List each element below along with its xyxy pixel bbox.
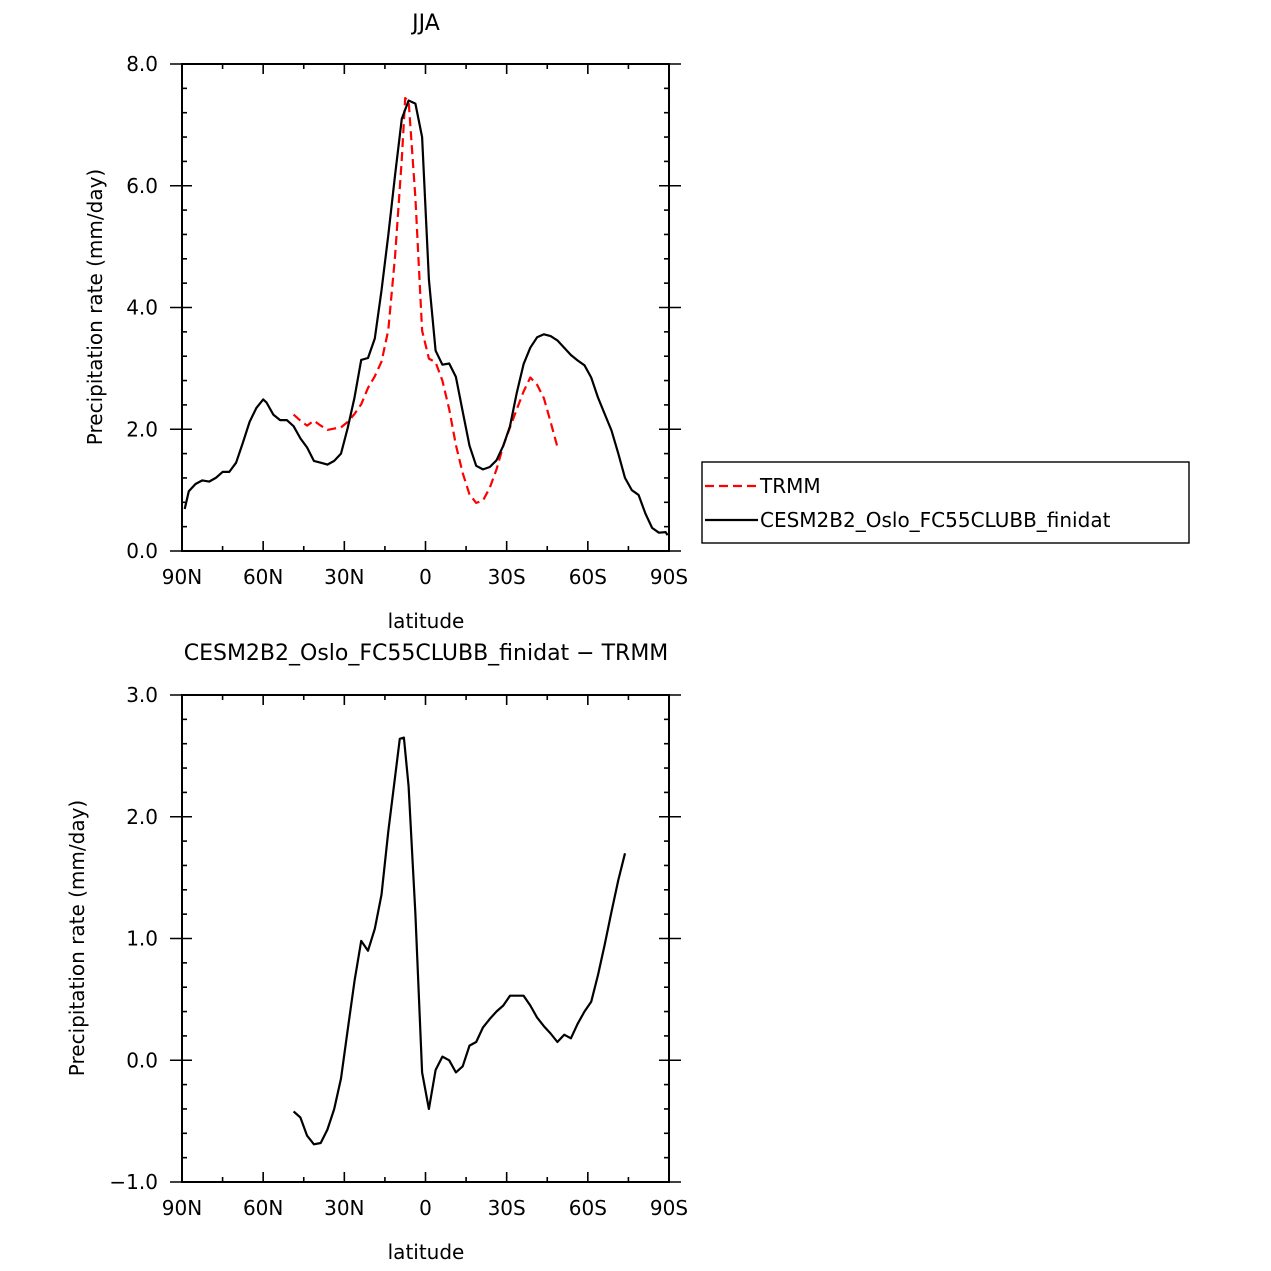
bottom-y-tick-label: 1.0 xyxy=(126,927,158,951)
top-x-tick-label: 90S xyxy=(650,565,688,589)
top-x-axis-label: latitude xyxy=(388,609,465,633)
bottom-y-tick-label: 0.0 xyxy=(126,1048,158,1072)
top-tick-marks xyxy=(170,63,681,552)
top-series-layer xyxy=(183,97,669,536)
bottom-x-tick-label: 60S xyxy=(569,1196,607,1220)
bottom-x-tick-label: 0 xyxy=(419,1196,432,1220)
top-series-line-0 xyxy=(292,97,559,504)
top-x-tick-label: 0 xyxy=(419,565,432,589)
bottom-tick-marks xyxy=(170,694,681,1183)
bottom-y-tick-labels: −1.0 0.0 1.0 2.0 3.0 xyxy=(109,683,158,1194)
top-y-tick-labels: 0.0 2.0 4.0 6.0 8.0 xyxy=(126,52,158,563)
top-y-tick-label: 6.0 xyxy=(126,174,158,198)
bottom-x-tick-label: 30N xyxy=(324,1196,364,1220)
bottom-x-tick-label: 90N xyxy=(162,1196,202,1220)
top-chart-title: JJA xyxy=(410,11,440,36)
legend-label-trmm: TRMM xyxy=(759,474,821,498)
top-x-tick-label: 60S xyxy=(569,565,607,589)
bottom-series-line-0 xyxy=(292,736,627,1146)
top-y-tick-label: 2.0 xyxy=(126,417,158,441)
top-panel: JJA 90N 60N 30N 0 30S 60S 90S 0.02.04.06.08.0 … xyxy=(83,11,688,633)
top-x-tick-label: 30N xyxy=(324,565,364,589)
bottom-x-axis-label: latitude xyxy=(388,1240,465,1264)
top-y-axis-label: Precipitation rate (mm/day) xyxy=(83,169,107,445)
bottom-chart-title: CESM2B2_Oslo_FC55CLUBB_finidat − TRMM xyxy=(184,641,669,666)
top-series-line-1 xyxy=(183,99,669,536)
top-x-tick-labels: 90N 60N 30N 0 30S 60S 90S xyxy=(162,565,688,589)
bottom-plot-frame xyxy=(181,694,670,1183)
bottom-series-layer xyxy=(292,736,627,1146)
bottom-x-tick-label: 60N xyxy=(243,1196,283,1220)
top-x-tick-label: 60N xyxy=(243,565,283,589)
bottom-x-tick-label: 90S xyxy=(650,1196,688,1220)
top-y-tick-label: 0.0 xyxy=(126,539,158,563)
bottom-x-tick-labels: 90N 60N 30N 0 30S 60S 90S xyxy=(162,1196,688,1220)
bottom-y-tick-label: 2.0 xyxy=(126,805,158,829)
top-y-tick-label: 4.0 xyxy=(126,296,158,320)
bottom-y-tick-label: −1.0 xyxy=(109,1170,158,1194)
top-y-tick-label: 8.0 xyxy=(126,52,158,76)
top-x-tick-label: 30S xyxy=(488,565,526,589)
legend-box xyxy=(701,461,1190,544)
bottom-y-axis-label: Precipitation rate (mm/day) xyxy=(65,800,89,1076)
legend: TRMM CESM2B2_Oslo_FC55CLUBB_finidat xyxy=(701,461,1190,544)
top-x-tick-label: 90N xyxy=(162,565,202,589)
legend-label-cesm: CESM2B2_Oslo_FC55CLUBB_finidat xyxy=(760,508,1111,532)
bottom-y-tick-label: 3.0 xyxy=(126,683,158,707)
top-plot-frame xyxy=(181,63,670,552)
bottom-x-tick-label: 30S xyxy=(488,1196,526,1220)
bottom-panel: CESM2B2_Oslo_FC55CLUBB_finidat − TRMM 90… xyxy=(65,641,688,1264)
